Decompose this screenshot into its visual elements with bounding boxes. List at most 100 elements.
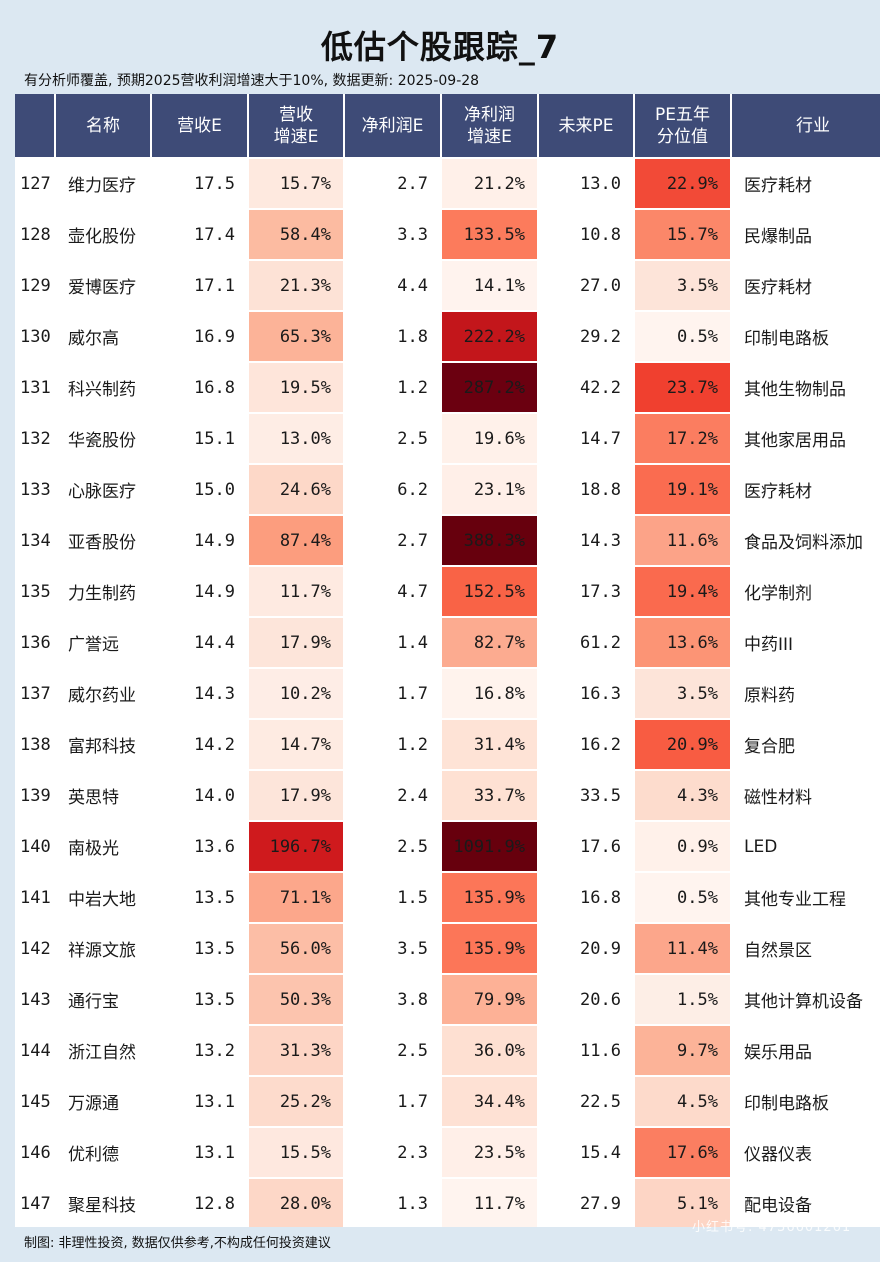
industry: 配电设备 [731, 1177, 880, 1227]
future-pe: 16.8 [538, 871, 635, 923]
net-profit-growth-e: 79.9% [441, 973, 539, 1025]
page-subtitle: 有分析师覆盖, 预期2025营收利润增速大于10%, 数据更新: 2025-09… [24, 73, 480, 89]
net-profit-growth-e: 135.9% [441, 922, 539, 974]
pe-percentile: 4.3% [634, 769, 732, 821]
net-profit-growth-e: 33.7% [441, 769, 539, 821]
industry: 娱乐用品 [731, 1024, 880, 1076]
industry: 医疗耗材 [731, 157, 880, 209]
revenue-growth-e: 56.0% [248, 922, 345, 974]
industry: 印制电路板 [731, 310, 880, 362]
row-index: 131 [15, 361, 56, 413]
future-pe: 16.2 [538, 718, 635, 770]
net-profit-growth-e: 82.7% [441, 616, 539, 668]
future-pe: 33.5 [538, 769, 635, 821]
table-row: 140 南极光 13.6 196.7% 2.5 1091.9% 17.6 0.9% LED [15, 820, 880, 872]
revenue-e: 14.3 [151, 667, 249, 719]
stock-name: 华瓷股份 [55, 412, 152, 464]
pe-percentile: 0.5% [634, 310, 732, 362]
revenue-growth-e: 196.7% [248, 820, 345, 872]
table-row: 147 聚星科技 12.8 28.0% 1.3 11.7% 27.9 5.1% 配电设备 [15, 1177, 880, 1227]
pe-percentile: 22.9% [634, 157, 732, 209]
revenue-e: 13.6 [151, 820, 249, 872]
revenue-growth-e: 15.5% [248, 1126, 345, 1178]
table-row: 138 富邦科技 14.2 14.7% 1.2 31.4% 16.2 20.9% 复合肥 [15, 718, 880, 770]
net-profit-e: 3.3 [344, 208, 442, 260]
revenue-e: 13.2 [151, 1024, 249, 1076]
net-profit-e: 2.7 [344, 514, 442, 566]
industry: 医疗耗材 [731, 259, 880, 311]
stock-name: 祥源文旅 [55, 922, 152, 974]
table-row: 128 壶化股份 17.4 58.4% 3.3 133.5% 10.8 15.7% 民爆制品 [15, 208, 880, 260]
pe-percentile: 9.7% [634, 1024, 732, 1076]
pe-percentile: 23.7% [634, 361, 732, 413]
table-row: 129 爱博医疗 17.1 21.3% 4.4 14.1% 27.0 3.5% 医疗耗材 [15, 259, 880, 311]
row-index: 146 [15, 1126, 56, 1178]
revenue-growth-e: 19.5% [248, 361, 345, 413]
net-profit-e: 2.5 [344, 1024, 442, 1076]
stock-name: 科兴制药 [55, 361, 152, 413]
future-pe: 18.8 [538, 463, 635, 515]
revenue-e: 13.1 [151, 1126, 249, 1178]
industry: 其他家居用品 [731, 412, 880, 464]
revenue-growth-e: 15.7% [248, 157, 345, 209]
table-row: 127 维力医疗 17.5 15.7% 2.7 21.2% 13.0 22.9% 医疗耗材 [15, 157, 880, 209]
pe-percentile: 11.6% [634, 514, 732, 566]
net-profit-growth-e: 31.4% [441, 718, 539, 770]
table-row: 131 科兴制药 16.8 19.5% 1.2 287.2% 42.2 23.7% 其他生物制品 [15, 361, 880, 413]
net-profit-growth-e: 14.1% [441, 259, 539, 311]
stock-name: 聚星科技 [55, 1177, 152, 1227]
future-pe: 17.3 [538, 565, 635, 617]
table-row: 135 力生制药 14.9 11.7% 4.7 152.5% 17.3 19.4% 化学制剂 [15, 565, 880, 617]
header-name: 名称 [55, 94, 152, 158]
stock-name: 通行宝 [55, 973, 152, 1025]
net-profit-growth-e: 1091.9% [441, 820, 539, 872]
net-profit-growth-e: 11.7% [441, 1177, 539, 1227]
pe-percentile: 0.5% [634, 871, 732, 923]
net-profit-e: 2.5 [344, 412, 442, 464]
net-profit-growth-e: 19.6% [441, 412, 539, 464]
future-pe: 11.6 [538, 1024, 635, 1076]
industry: 磁性材料 [731, 769, 880, 821]
revenue-growth-e: 65.3% [248, 310, 345, 362]
revenue-e: 14.9 [151, 565, 249, 617]
future-pe: 13.0 [538, 157, 635, 209]
pe-percentile: 4.5% [634, 1075, 732, 1127]
stock-name: 维力医疗 [55, 157, 152, 209]
revenue-growth-e: 14.7% [248, 718, 345, 770]
revenue-e: 16.8 [151, 361, 249, 413]
revenue-e: 15.0 [151, 463, 249, 515]
row-index: 134 [15, 514, 56, 566]
table-row: 136 广誉远 14.4 17.9% 1.4 82.7% 61.2 13.6% 中药III [15, 616, 880, 668]
header-pe-percentile: PE五年 分位值 [634, 94, 732, 158]
net-profit-e: 1.8 [344, 310, 442, 362]
net-profit-growth-e: 133.5% [441, 208, 539, 260]
row-index: 133 [15, 463, 56, 515]
net-profit-e: 1.7 [344, 1075, 442, 1127]
net-profit-e: 6.2 [344, 463, 442, 515]
stock-name: 万源通 [55, 1075, 152, 1127]
revenue-growth-e: 17.9% [248, 616, 345, 668]
stock-name: 壶化股份 [55, 208, 152, 260]
future-pe: 22.5 [538, 1075, 635, 1127]
header-industry: 行业 [731, 94, 880, 158]
net-profit-e: 1.5 [344, 871, 442, 923]
table-row: 137 威尔药业 14.3 10.2% 1.7 16.8% 16.3 3.5% 原料药 [15, 667, 880, 719]
pe-percentile: 3.5% [634, 259, 732, 311]
header-index [15, 94, 56, 158]
row-index: 130 [15, 310, 56, 362]
net-profit-e: 1.3 [344, 1177, 442, 1227]
stock-name: 浙江自然 [55, 1024, 152, 1076]
pe-percentile: 13.6% [634, 616, 732, 668]
net-profit-e: 2.4 [344, 769, 442, 821]
row-index: 137 [15, 667, 56, 719]
industry: 仪器仪表 [731, 1126, 880, 1178]
future-pe: 14.3 [538, 514, 635, 566]
stock-table-container: 名称 营收E 营收 增速E 净利润E 净利润 增速E 未来PE PE五年 分位值 行业 127 维力医… [15, 94, 880, 1227]
page-title: 低估个股跟踪_7 [320, 28, 560, 66]
stock-name: 富邦科技 [55, 718, 152, 770]
row-index: 143 [15, 973, 56, 1025]
future-pe: 27.9 [538, 1177, 635, 1227]
row-index: 127 [15, 157, 56, 209]
industry: 食品及饲料添加 [731, 514, 880, 566]
table-row: 144 浙江自然 13.2 31.3% 2.5 36.0% 11.6 9.7% 娱乐用品 [15, 1024, 880, 1076]
